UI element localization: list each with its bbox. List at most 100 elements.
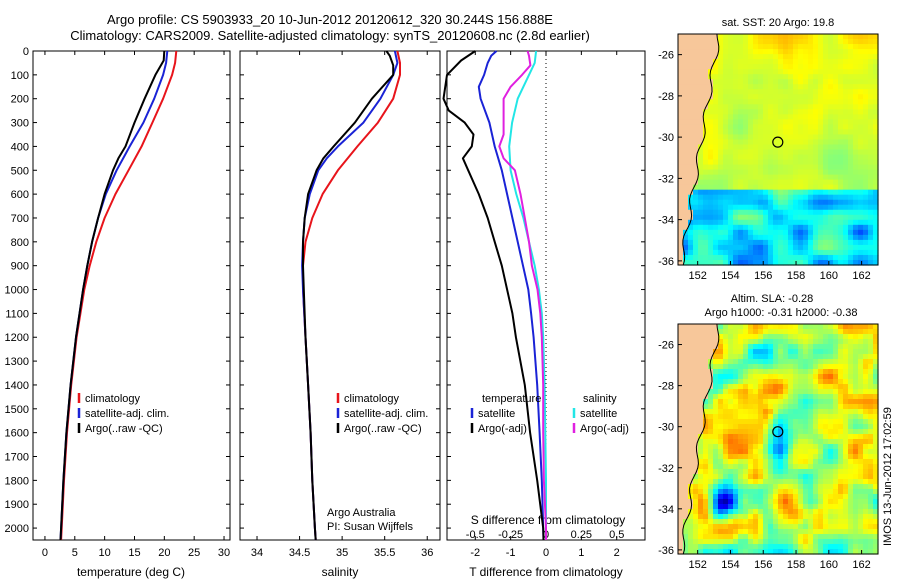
map-cell xyxy=(718,524,724,530)
map-cell xyxy=(763,204,769,211)
map-cell xyxy=(713,224,719,231)
map-cell xyxy=(753,229,759,236)
map-cell xyxy=(738,34,744,40)
map-cell xyxy=(738,49,744,55)
map-cell xyxy=(818,139,824,146)
map-cell xyxy=(838,64,844,70)
map-cell xyxy=(873,524,879,530)
map-cell xyxy=(688,189,694,196)
map-cell xyxy=(818,489,824,495)
map-cell xyxy=(758,99,764,105)
map-cell xyxy=(853,239,859,246)
map-cell xyxy=(783,549,789,555)
map-cell xyxy=(833,524,839,530)
map-cell xyxy=(703,444,709,450)
map-cell xyxy=(868,174,874,181)
map-cell xyxy=(688,114,694,120)
map-cell xyxy=(698,444,704,450)
map-cell xyxy=(718,249,724,256)
map-cell xyxy=(688,459,694,465)
map-cell xyxy=(738,109,744,115)
map-cell xyxy=(743,469,749,475)
map-cell xyxy=(718,69,724,75)
map-cell xyxy=(873,59,879,65)
map-cell xyxy=(758,174,764,181)
map-cell xyxy=(838,449,844,455)
map-cell xyxy=(738,474,744,480)
map-cell xyxy=(858,439,864,445)
map-cell xyxy=(683,44,689,50)
map-cell xyxy=(778,219,784,226)
map-cell xyxy=(688,359,694,365)
map-cell xyxy=(693,489,699,495)
map-cell xyxy=(853,69,859,75)
map-cell xyxy=(768,104,774,110)
map-cell xyxy=(748,529,754,535)
map-cell xyxy=(838,119,844,125)
map-cell xyxy=(688,159,694,166)
map-cell xyxy=(803,344,809,350)
map-cell xyxy=(823,334,829,340)
map-cell xyxy=(693,229,699,236)
map-cell xyxy=(873,349,879,355)
map-cell xyxy=(848,454,854,460)
map-cell xyxy=(808,244,814,251)
map-cell xyxy=(738,374,744,380)
map-cell xyxy=(778,384,784,390)
map-cell xyxy=(688,529,694,535)
map-cell xyxy=(813,54,819,60)
map-cell xyxy=(843,149,849,156)
map-cell xyxy=(723,459,729,465)
map-cell xyxy=(688,129,694,136)
map-cell xyxy=(873,149,879,156)
map-cell xyxy=(683,199,689,206)
map-cell xyxy=(798,334,804,340)
map-cell xyxy=(723,254,729,261)
map-cell xyxy=(758,519,764,525)
map-cell xyxy=(703,89,709,95)
map-cell xyxy=(768,149,774,156)
map-cell xyxy=(803,129,809,136)
map-cell xyxy=(843,134,849,141)
map-cell xyxy=(708,374,714,380)
map-cell xyxy=(798,464,804,470)
map-cell xyxy=(678,44,684,50)
map-cell xyxy=(868,384,874,390)
map-cell xyxy=(803,399,809,405)
map-cell xyxy=(783,199,789,206)
map-cell xyxy=(793,369,799,375)
map-cell xyxy=(768,249,774,256)
map-cell xyxy=(713,534,719,540)
map-cell xyxy=(803,484,809,490)
map-cell xyxy=(863,94,869,100)
map-cell xyxy=(788,184,794,191)
map-cell xyxy=(843,404,849,410)
map-cell xyxy=(803,109,809,115)
map-cell xyxy=(868,399,874,405)
map-cell xyxy=(783,89,789,95)
map-cell xyxy=(718,494,724,500)
map-cell xyxy=(728,149,734,156)
map-cell xyxy=(843,544,849,550)
map-cell xyxy=(843,329,849,335)
map-cell xyxy=(693,124,699,131)
map-cell xyxy=(678,364,684,370)
map-cell xyxy=(733,144,739,151)
map-cell xyxy=(833,59,839,65)
map-cell xyxy=(823,374,829,380)
map-cell xyxy=(698,194,704,201)
map-cell xyxy=(788,74,794,80)
map-cell xyxy=(733,429,739,435)
map-cell xyxy=(688,199,694,206)
map-cell xyxy=(778,404,784,410)
map-cell xyxy=(803,444,809,450)
map-cell xyxy=(853,94,859,100)
map-cell xyxy=(713,334,719,340)
map-cell xyxy=(763,374,769,380)
map-cell xyxy=(693,344,699,350)
map-cell xyxy=(828,114,834,120)
map-cell xyxy=(703,339,709,345)
map-cell xyxy=(853,209,859,216)
map-cell xyxy=(703,134,709,141)
map-cell xyxy=(823,369,829,375)
